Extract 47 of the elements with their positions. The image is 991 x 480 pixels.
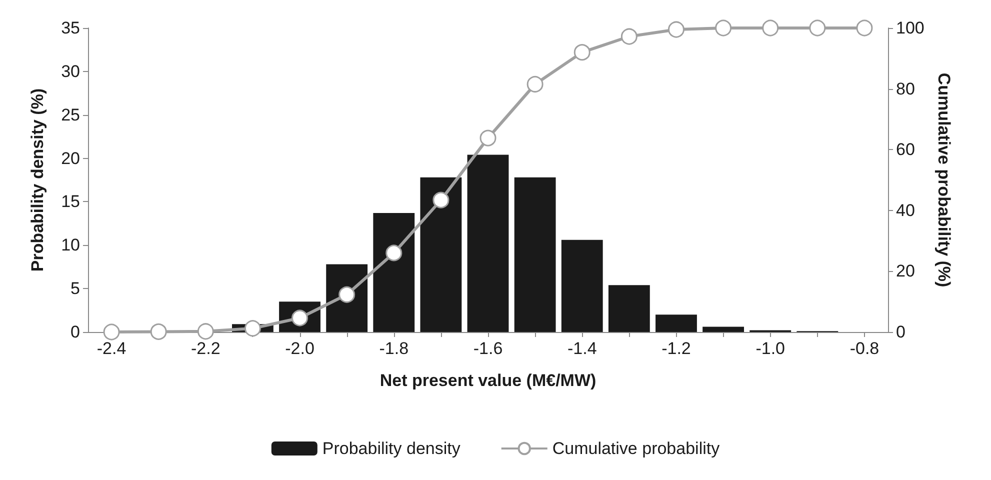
x-tick-label: -0.8 xyxy=(850,339,880,358)
point xyxy=(620,28,638,45)
y2-tick-label: 80 xyxy=(896,79,915,98)
point xyxy=(150,323,167,340)
x-tick-label: -1.8 xyxy=(379,339,409,358)
y-tick-label: 30 xyxy=(61,62,80,81)
bar xyxy=(608,285,650,332)
y-tick-label: 15 xyxy=(61,192,80,212)
x-tick-label: -2.0 xyxy=(285,339,314,358)
y-tick-label: 20 xyxy=(61,148,80,168)
point xyxy=(244,320,261,337)
bar xyxy=(514,177,556,332)
x-tick-label: -1.2 xyxy=(662,339,691,358)
point xyxy=(432,192,450,208)
y-tick-label: 35 xyxy=(61,18,80,38)
bar xyxy=(656,314,697,332)
y2-tick-label: 40 xyxy=(896,200,915,220)
y-axis-title: Probability density (%) xyxy=(28,88,47,272)
y-tick-label: 0 xyxy=(70,322,80,342)
legend-label: Cumulative probability xyxy=(552,439,720,458)
y-tick-label: 5 xyxy=(70,279,80,298)
legend-label: Probability density xyxy=(322,439,461,458)
y2-tick-label: 0 xyxy=(896,322,906,342)
x-tick-label: -1.0 xyxy=(756,339,785,358)
bar xyxy=(373,213,415,332)
y2-tick-label: 60 xyxy=(896,140,915,160)
y-tick-label: 25 xyxy=(61,105,80,124)
x-tick-label: -1.6 xyxy=(473,339,503,358)
bar xyxy=(420,177,462,332)
point xyxy=(386,244,402,262)
x-axis-title: Net present value (M€/MW) xyxy=(380,371,596,390)
y2-tick-label: 100 xyxy=(896,18,924,38)
bar xyxy=(467,154,509,332)
point xyxy=(668,21,684,38)
bar xyxy=(561,240,603,332)
point xyxy=(526,76,544,92)
point xyxy=(574,44,590,61)
y-tick-label: 10 xyxy=(61,236,80,255)
x-tick-label: -1.4 xyxy=(567,339,597,358)
point xyxy=(480,130,496,146)
bar xyxy=(702,326,744,332)
point xyxy=(715,20,732,36)
y2-tick-label: 20 xyxy=(896,262,915,281)
x-tick-label: -2.4 xyxy=(96,339,126,358)
x-tick-label: -2.2 xyxy=(191,339,220,358)
y2-axis-title: Cumulative probability (%) xyxy=(934,72,954,288)
point xyxy=(197,323,214,340)
